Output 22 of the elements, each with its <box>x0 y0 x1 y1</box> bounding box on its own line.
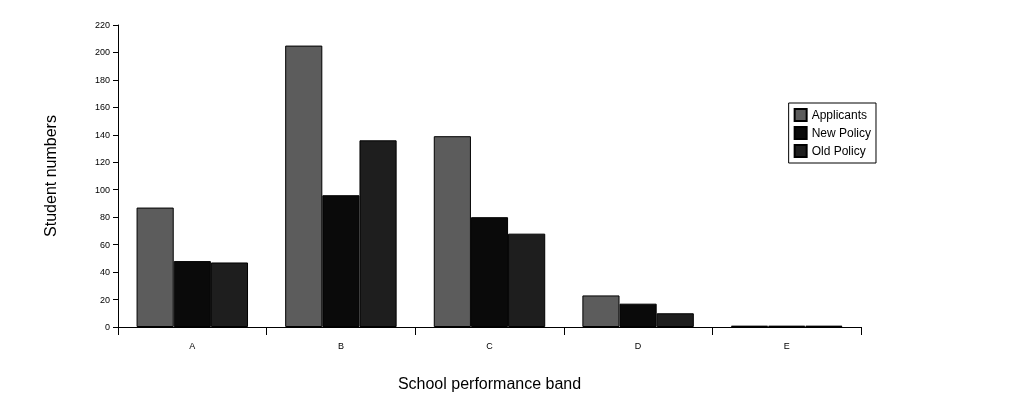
y-tick-label: 220 <box>94 20 110 30</box>
x-tick-label: E <box>783 340 790 351</box>
y-tick-label: 60 <box>99 239 110 250</box>
y-tick-label: 140 <box>94 129 110 140</box>
x-tick-label: C <box>486 340 494 351</box>
y-tick-label: 160 <box>94 102 110 113</box>
y-tick-label: 120 <box>94 157 110 168</box>
legend-label: Old Policy <box>811 144 866 158</box>
y-tick-label: 100 <box>94 184 110 195</box>
legend-label: Applicants <box>811 108 868 122</box>
x-tick-label: B <box>337 340 344 351</box>
y-tick-label: 40 <box>99 267 110 278</box>
y-axis-title: Student numbers <box>41 115 59 237</box>
y-tick-label: 200 <box>94 47 110 58</box>
y-tick-label: 20 <box>99 294 110 305</box>
x-tick-label: A <box>189 340 196 351</box>
y-tick-label: 180 <box>94 74 110 85</box>
legend-label: New Policy <box>811 126 872 140</box>
y-tick-label: 0 <box>104 322 110 332</box>
x-tick-label: D <box>634 340 642 351</box>
y-tick-label: 80 <box>99 212 110 223</box>
x-axis-title: School performance band <box>397 374 582 392</box>
